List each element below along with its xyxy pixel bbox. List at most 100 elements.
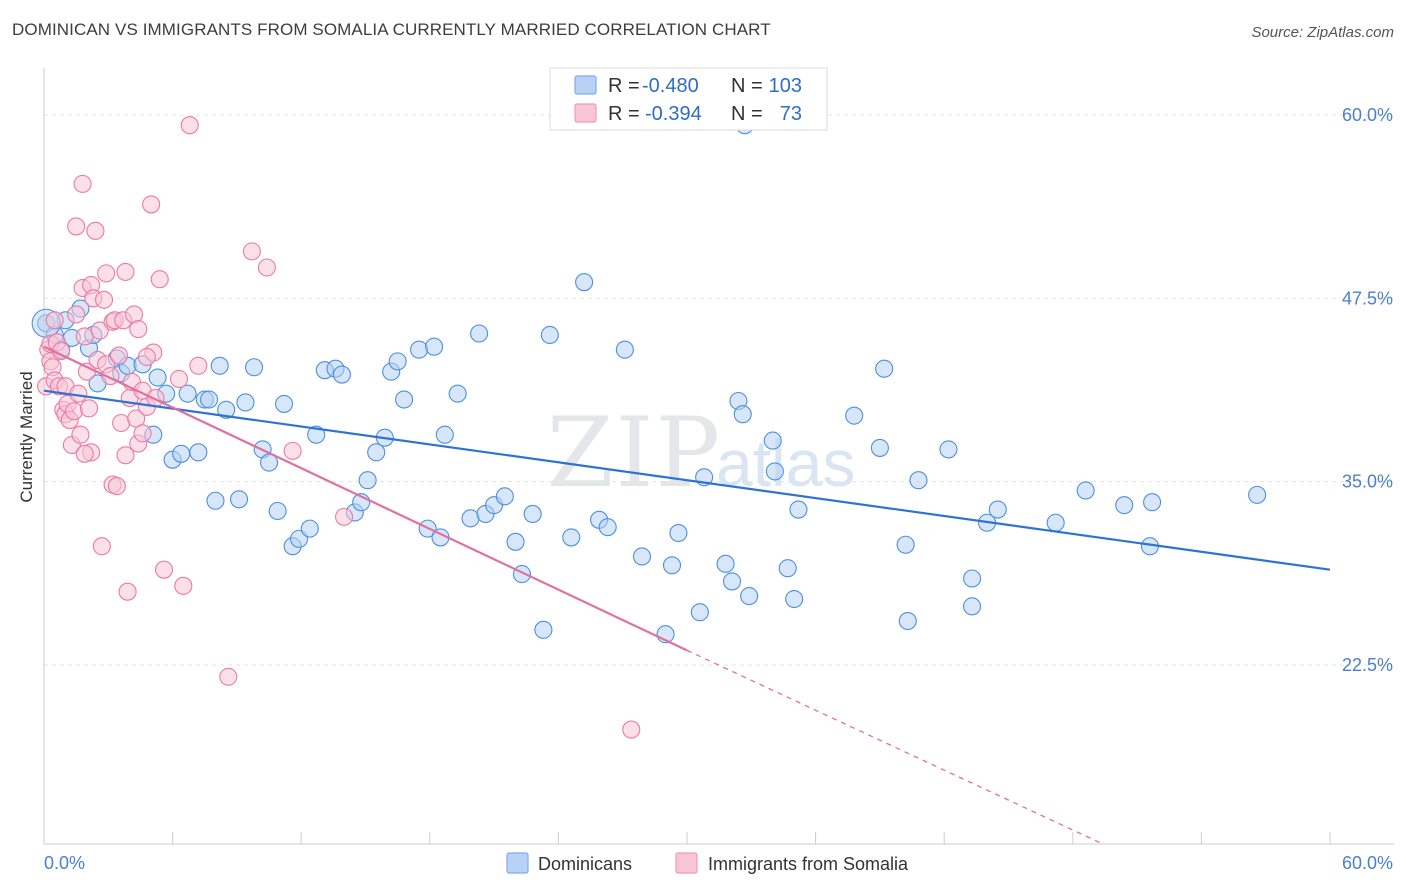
data-point <box>242 242 261 261</box>
data-point <box>116 446 135 465</box>
legend-swatch-pink <box>574 103 597 123</box>
data-point <box>898 611 917 631</box>
series-legend: Dominicans Immigrants from Somalia <box>506 852 909 874</box>
trend-line-dominicans <box>43 389 1331 571</box>
correlation-legend: R = -0.480 N = 103 R = -0.394 N = 73 <box>549 67 828 131</box>
data-point <box>506 532 525 551</box>
series-somalia <box>37 116 641 739</box>
data-point <box>142 195 161 214</box>
data-point <box>763 431 782 450</box>
data-point <box>92 537 111 556</box>
data-point <box>690 603 709 622</box>
data-point <box>875 359 894 378</box>
y-axis-tick-labels: 22.5% 35.0% 47.5% 60.0% <box>1342 105 1393 675</box>
watermark-zip: ZIP <box>547 397 722 509</box>
data-point <box>244 358 264 377</box>
data-point <box>778 559 797 578</box>
y-axis-label: Currently Married <box>17 371 36 503</box>
data-point <box>71 425 90 444</box>
trend-line-somalia <box>43 345 688 652</box>
data-point <box>109 346 129 365</box>
data-point <box>540 325 559 345</box>
data-point <box>172 444 191 463</box>
gridlines <box>44 114 1394 666</box>
data-point <box>845 406 864 425</box>
data-point <box>963 569 982 588</box>
data-point <box>662 556 682 575</box>
data-point <box>988 500 1007 519</box>
data-point <box>199 390 219 409</box>
data-point <box>740 587 759 606</box>
data-point <box>112 413 131 433</box>
data-point <box>206 491 225 510</box>
legend-swatch-dominicans <box>506 852 529 874</box>
data-point <box>236 393 255 412</box>
data-point <box>86 221 105 240</box>
legend-r-label-pink: R = <box>608 103 640 125</box>
data-point <box>722 572 742 591</box>
data-point <box>495 487 514 506</box>
data-point <box>97 264 116 283</box>
data-point <box>335 507 354 526</box>
data-point <box>178 384 197 403</box>
data-point <box>733 405 752 424</box>
data-point <box>137 347 156 367</box>
watermark: ZIP atlas <box>547 397 856 509</box>
data-point <box>180 116 199 135</box>
data-point <box>189 356 208 375</box>
x-axis-ticks <box>172 832 1331 844</box>
data-point <box>622 720 641 739</box>
data-point <box>388 352 407 371</box>
data-point <box>116 262 135 281</box>
data-point <box>358 471 377 490</box>
data-point <box>367 443 386 462</box>
y-tick-label: 35.0% <box>1342 472 1393 492</box>
data-point <box>257 258 276 277</box>
legend-r-value-pink: -0.394 <box>645 103 702 125</box>
y-tick-label: 22.5% <box>1342 655 1393 675</box>
data-point <box>133 424 152 443</box>
data-point <box>1046 513 1065 532</box>
trend-line-somalia-extension <box>686 649 1104 845</box>
data-point <box>870 438 889 457</box>
data-point <box>107 477 126 496</box>
data-point <box>896 535 915 554</box>
data-point <box>94 290 114 309</box>
x-tick-label-max: 60.0% <box>1342 853 1393 873</box>
data-point <box>129 320 148 339</box>
data-point <box>963 597 982 616</box>
data-point <box>268 501 287 521</box>
legend-n-label-blue: N = <box>731 75 763 97</box>
data-point <box>90 321 109 340</box>
data-point <box>410 340 429 359</box>
data-point <box>307 425 326 444</box>
data-point <box>425 337 444 356</box>
data-point <box>118 582 137 601</box>
legend-r-label-blue: R = <box>608 75 640 97</box>
data-point <box>217 400 236 419</box>
data-point <box>154 560 174 579</box>
x-tick-label-min: 0.0% <box>44 853 85 873</box>
data-point <box>461 509 480 528</box>
data-point <box>1143 493 1162 512</box>
legend-n-value-pink: 73 <box>780 103 802 125</box>
data-point <box>219 667 238 686</box>
watermark-atlas: atlas <box>716 426 855 500</box>
data-point <box>169 369 189 389</box>
chart-title: DOMINICAN VS IMMIGRANTS FROM SOMALIA CUR… <box>12 20 771 39</box>
data-point <box>1115 496 1134 515</box>
data-point <box>75 444 94 463</box>
data-point <box>395 390 414 409</box>
data-point <box>1248 485 1267 504</box>
data-point <box>785 589 804 609</box>
data-point <box>73 174 92 193</box>
y-tick-label: 47.5% <box>1342 288 1393 308</box>
data-point <box>669 523 688 543</box>
data-point <box>150 270 169 289</box>
data-point <box>67 217 86 236</box>
legend-label-dominicans: Dominicans <box>538 854 632 874</box>
trend-lines <box>43 345 1331 845</box>
data-point <box>210 356 229 375</box>
data-point <box>229 490 249 509</box>
data-point <box>1076 481 1095 500</box>
